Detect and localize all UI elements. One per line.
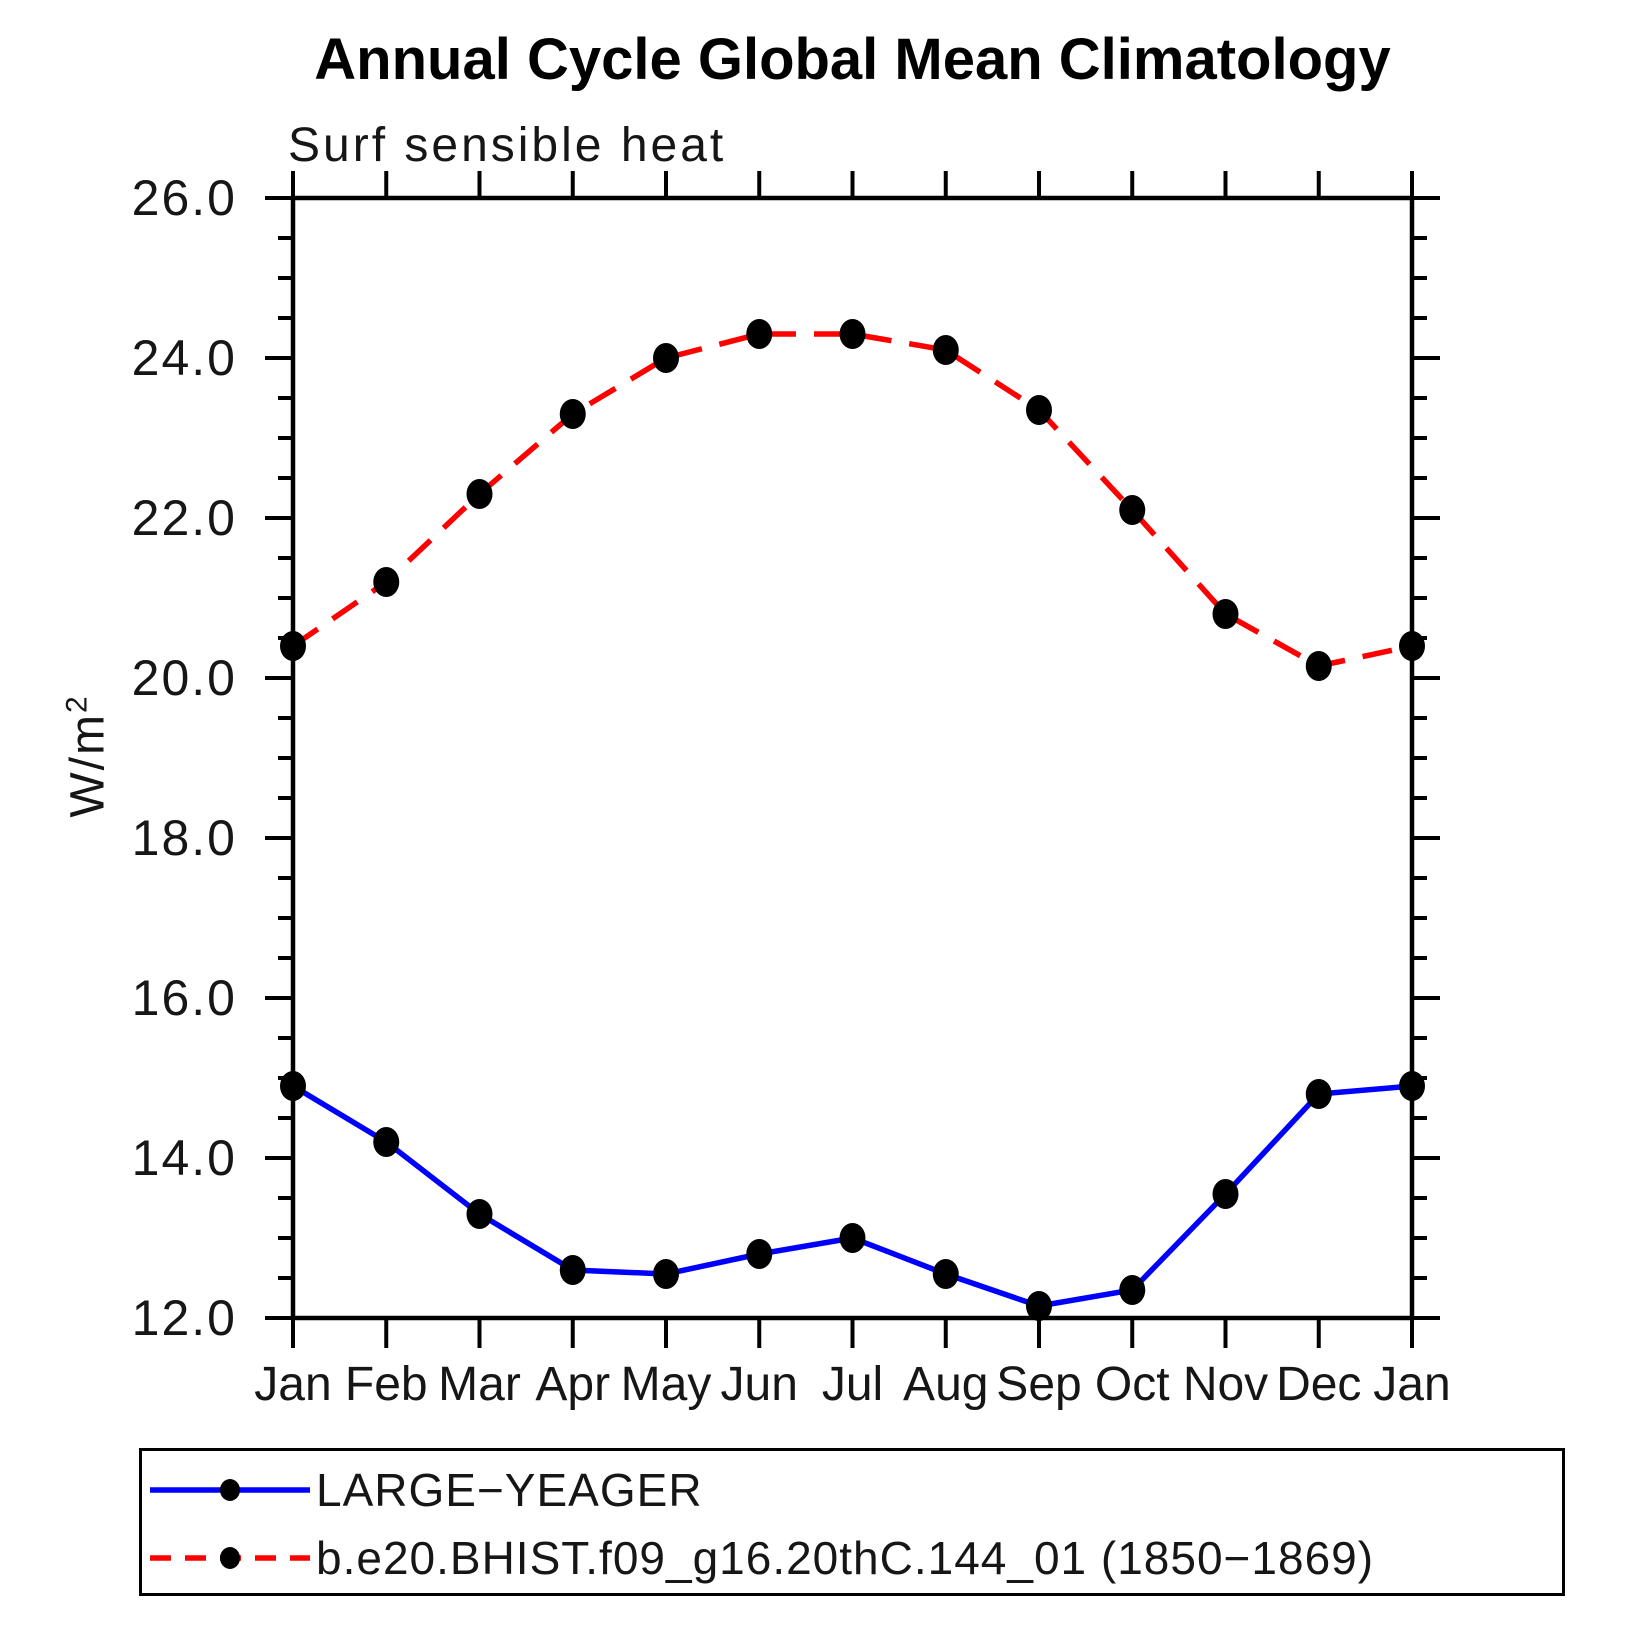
- data-point-dot: [1026, 1291, 1052, 1321]
- data-point-dot: [932, 1259, 959, 1289]
- data-point-dot: [1305, 1079, 1332, 1109]
- series-line-model-run: [291, 331, 1413, 669]
- x-tick-label: Jul: [822, 1358, 883, 1411]
- x-tick-label: Sep: [996, 1358, 1081, 1411]
- data-point-dot: [466, 479, 493, 509]
- data-point-dot: [466, 1199, 493, 1229]
- legend-box: LARGE−YEAGER b.e20.BHIST.f09_g16.20thC.1…: [139, 1448, 1565, 1596]
- x-tick-label: Oct: [1095, 1358, 1170, 1411]
- x-tick-label: Jan: [1373, 1358, 1450, 1411]
- data-point-dot: [373, 567, 400, 597]
- x-tick-label: May: [621, 1358, 712, 1411]
- x-tick-label: Jan: [254, 1358, 331, 1411]
- legend-item-model-run: b.e20.BHIST.f09_g16.20thC.144_01 (1850−1…: [146, 1527, 1374, 1589]
- x-tick-label: Feb: [345, 1358, 428, 1411]
- y-tick-label: 14.0: [132, 1130, 237, 1186]
- legend-sample-solid-line: [150, 1479, 310, 1501]
- y-tick-label: 12.0: [132, 1290, 237, 1346]
- chart-subtitle: Surf sensible heat: [288, 119, 727, 172]
- data-point-dot: [746, 1239, 773, 1269]
- data-point-dot: [839, 319, 866, 349]
- legend-label-model-run: b.e20.BHIST.f09_g16.20thC.144_01 (1850−1…: [316, 1532, 1375, 1584]
- data-point-dot: [1399, 1071, 1425, 1101]
- data-point-dot: [1119, 1275, 1146, 1305]
- data-point-dot: [1119, 495, 1146, 525]
- x-tick-label: Jun: [721, 1358, 798, 1411]
- y-tick-label: 22.0: [132, 490, 237, 546]
- legend-marker-dot: [220, 1547, 240, 1569]
- data-point-dot: [280, 631, 306, 661]
- data-point-dot: [653, 343, 679, 373]
- series-line-large-yeager: [291, 1083, 1413, 1309]
- legend-label-large-yeager: LARGE−YEAGER: [316, 1464, 703, 1516]
- y-tick-label: 26.0: [132, 170, 237, 226]
- data-point-dot: [1212, 599, 1239, 629]
- chart-title: Annual Cycle Global Mean Climatology: [314, 27, 1391, 92]
- data-point-dot: [1305, 651, 1332, 681]
- data-point-dot: [280, 1071, 306, 1101]
- y-tick-label: 16.0: [132, 970, 237, 1026]
- data-point-dot: [1026, 395, 1052, 425]
- data-point-dot: [746, 319, 773, 349]
- data-point-dot: [373, 1127, 400, 1157]
- data-point-dot: [839, 1223, 866, 1253]
- legend-sample-dashed-line: [150, 1547, 310, 1569]
- data-point-dot: [932, 335, 959, 365]
- plot-frame: [290, 195, 1415, 1321]
- y-tick-label: 18.0: [132, 810, 237, 866]
- data-point-dot: [559, 1255, 586, 1285]
- x-tick-label: Mar: [438, 1358, 521, 1411]
- x-tick-label: Dec: [1276, 1358, 1361, 1411]
- x-tick-label: Nov: [1183, 1358, 1268, 1411]
- x-tick-label: Aug: [903, 1358, 988, 1411]
- data-point-dot: [1212, 1179, 1239, 1209]
- data-point-dot: [1399, 631, 1425, 661]
- y-tick-label: 24.0: [132, 330, 237, 386]
- legend-marker-dot: [220, 1479, 240, 1501]
- data-point-dot: [559, 399, 586, 429]
- y-tick-label: 20.0: [132, 650, 237, 706]
- x-tick-label: Apr: [535, 1358, 610, 1411]
- data-point-dot: [653, 1259, 679, 1289]
- legend-item-large-yeager: LARGE−YEAGER: [146, 1459, 703, 1521]
